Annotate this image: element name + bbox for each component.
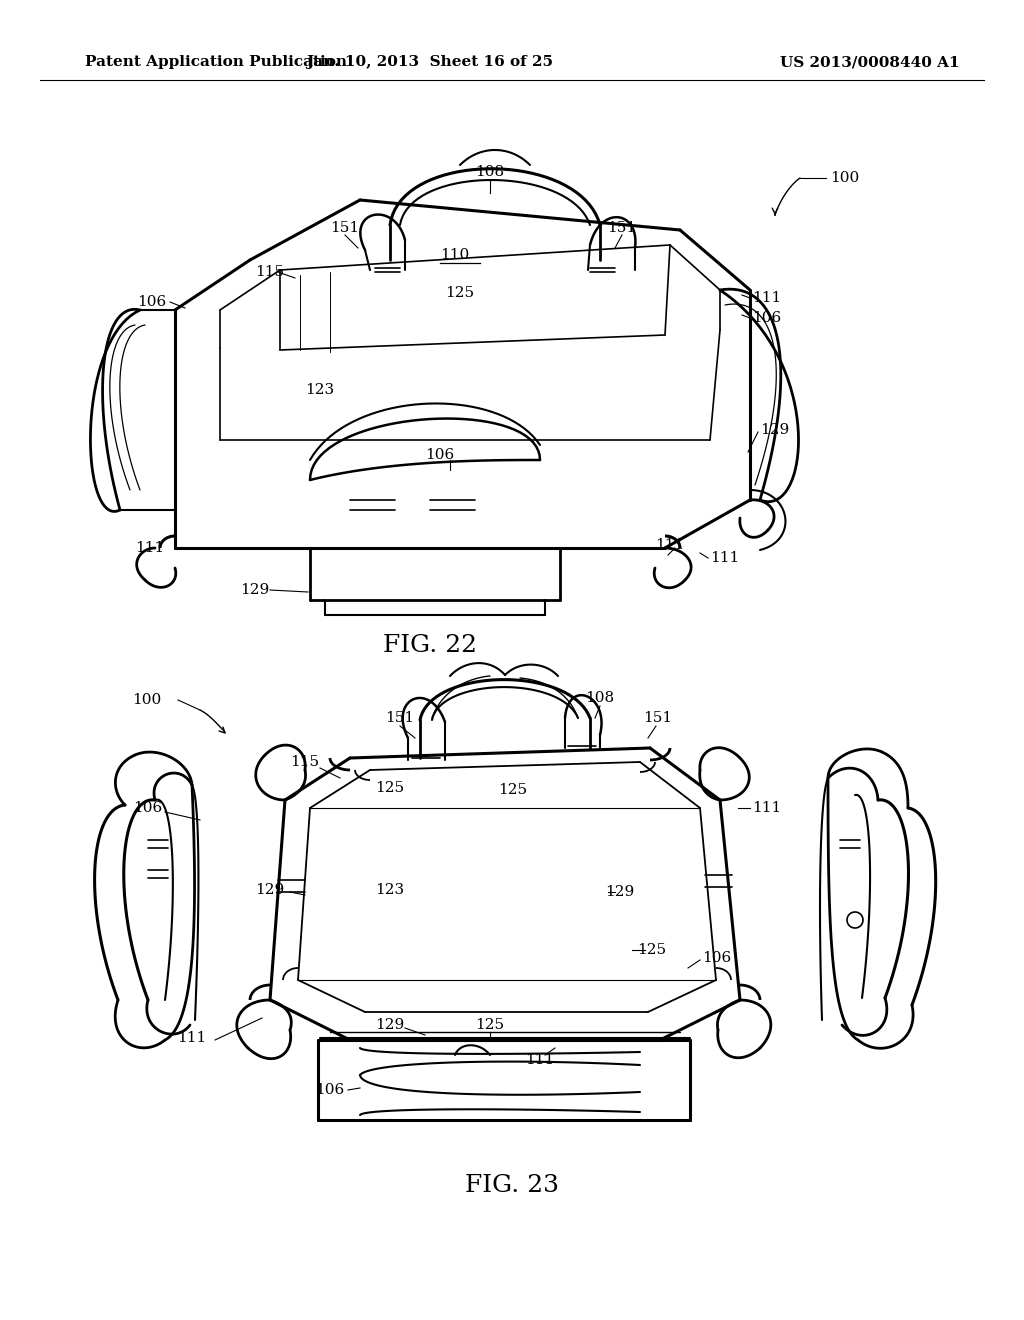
Text: 125: 125 [376, 781, 404, 795]
Text: 115: 115 [291, 755, 319, 770]
Text: 106: 106 [133, 801, 163, 814]
Text: 111: 111 [525, 1053, 555, 1067]
Text: 125: 125 [475, 1018, 505, 1032]
Text: 106: 106 [752, 312, 781, 325]
Text: 106: 106 [137, 294, 167, 309]
Text: 151: 151 [607, 220, 637, 235]
Text: Patent Application Publication: Patent Application Publication [85, 55, 347, 69]
Text: FIG. 22: FIG. 22 [383, 634, 477, 656]
Text: 129: 129 [241, 583, 269, 597]
Text: 106: 106 [425, 447, 455, 462]
Text: US 2013/0008440 A1: US 2013/0008440 A1 [780, 55, 959, 69]
Text: 111: 111 [752, 801, 781, 814]
Text: 111: 111 [710, 550, 739, 565]
Text: FIG. 23: FIG. 23 [465, 1173, 559, 1196]
Text: Jan. 10, 2013  Sheet 16 of 25: Jan. 10, 2013 Sheet 16 of 25 [306, 55, 554, 69]
Text: 106: 106 [315, 1082, 345, 1097]
Text: 108: 108 [475, 165, 505, 180]
Text: 125: 125 [498, 783, 527, 797]
Text: 129: 129 [605, 884, 635, 899]
Text: 115: 115 [255, 265, 285, 279]
Text: 123: 123 [305, 383, 335, 397]
Text: 151: 151 [385, 711, 415, 725]
Text: 111: 111 [655, 539, 685, 552]
Text: 106: 106 [702, 950, 731, 965]
Text: 151: 151 [643, 711, 673, 725]
Text: 125: 125 [445, 286, 474, 300]
Text: 129: 129 [760, 422, 790, 437]
Text: 151: 151 [331, 220, 359, 235]
Text: 108: 108 [586, 690, 614, 705]
Text: 100: 100 [132, 693, 161, 708]
Text: 110: 110 [440, 248, 470, 261]
Text: 100: 100 [830, 172, 859, 185]
Text: 123: 123 [376, 883, 404, 898]
Text: 111: 111 [752, 290, 781, 305]
Text: 125: 125 [637, 942, 667, 957]
Text: 111: 111 [177, 1031, 207, 1045]
Text: 129: 129 [255, 883, 285, 898]
Text: 129: 129 [376, 1018, 404, 1032]
Text: 111: 111 [135, 541, 165, 554]
